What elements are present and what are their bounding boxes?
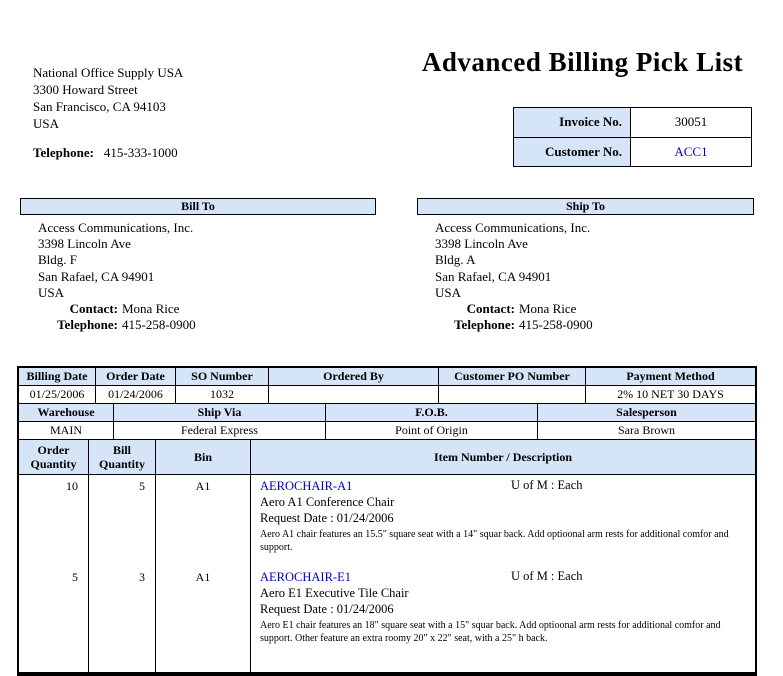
order-info-value-row-2: MAIN Federal Express Point of Origin Sar…: [19, 422, 755, 440]
bill-to-line: San Rafael, CA 94901: [38, 268, 155, 284]
company-name: National Office Supply USA: [33, 65, 184, 80]
ship-to-contact-value: Mona Rice: [519, 301, 577, 317]
ship-to-telephone-row: Telephone: 415-258-0900: [435, 317, 593, 333]
salesperson-value: Sara Brown: [618, 423, 675, 437]
customer-po-value: [439, 386, 586, 403]
item-description-header: Item Number / Description: [251, 440, 755, 475]
order-date-value: 01/24/2006: [96, 386, 176, 403]
payment-method-header: Payment Method: [586, 368, 755, 385]
billing-date-value: 01/25/2006: [19, 386, 96, 403]
order-info-header-row-1: Billing Date Order Date SO Number Ordere…: [19, 368, 755, 386]
bin-value: A1: [156, 566, 251, 672]
salesperson-header: Salesperson: [538, 404, 755, 421]
ship-via-header: Ship Via: [114, 404, 326, 421]
invoice-number-label: Invoice No.: [514, 108, 631, 137]
ship-to-header: Ship To: [417, 198, 754, 215]
bin-value: A1: [156, 475, 251, 566]
order-details-table: Billing Date Order Date SO Number Ordere…: [17, 366, 757, 676]
company-address-line: USA: [33, 116, 60, 131]
customer-number-link[interactable]: ACC1: [674, 144, 708, 159]
uom-value: U of M : Each: [511, 478, 583, 492]
customer-number-row: Customer No. ACC1: [514, 137, 751, 166]
bill-quantity-header: Bill Quantity: [89, 440, 156, 475]
bin-header: Bin: [156, 440, 251, 475]
telephone-label: Telephone:: [454, 317, 515, 333]
telephone-label: Telephone:: [57, 317, 118, 333]
billing-date-header: Billing Date: [19, 368, 96, 385]
company-address-line: 3300 Howard Street: [33, 82, 138, 97]
ship-to-address-block: Access Communications, Inc. 3398 Lincoln…: [435, 220, 593, 333]
order-quantity-header: Order Quantity: [19, 440, 89, 475]
bill-to-telephone-value: 415-258-0900: [122, 317, 196, 333]
warehouse-header: Warehouse: [19, 404, 114, 421]
bill-to-address-block: Access Communications, Inc. 3398 Lincoln…: [38, 220, 196, 333]
so-number-value: 1032: [176, 386, 269, 403]
page-title: Advanced Billing Pick List: [421, 47, 744, 77]
order-info-header-row-2: Warehouse Ship Via F.O.B. Salesperson: [19, 404, 755, 422]
company-telephone-value: 415-333-1000: [103, 145, 178, 160]
uom-value: U of M : Each: [511, 569, 583, 583]
item-description-cell: AEROCHAIR-A1 U of M : Each Aero A1 Confe…: [251, 475, 755, 566]
contact-label: Contact:: [69, 301, 118, 317]
fob-value: Point of Origin: [326, 422, 538, 439]
ship-to-telephone-value: 415-258-0900: [519, 317, 593, 333]
bill-to-header: Bill To: [20, 198, 376, 215]
contact-label: Contact:: [466, 301, 515, 317]
so-number-header: SO Number: [176, 368, 269, 385]
bill-to-line: 3398 Lincoln Ave: [38, 236, 131, 252]
ship-to-line: San Rafael, CA 94901: [435, 268, 552, 284]
item-description-text: Aero E1 Executive Tile Chair: [260, 586, 409, 600]
item-request-date: Request Date : 01/24/2006: [260, 602, 394, 616]
item-request-date: Request Date : 01/24/2006: [260, 511, 394, 525]
order-quantity-value: 5: [19, 566, 89, 672]
ship-to-line: 3398 Lincoln Ave: [435, 236, 528, 252]
bill-to-telephone-row: Telephone: 415-258-0900: [38, 317, 196, 333]
payment-method-value: 2% 10 NET 30 DAYS: [617, 387, 724, 401]
ordered-by-value: [269, 386, 439, 403]
company-address-line: San Francisco, CA 94103: [33, 99, 166, 114]
telephone-label: Telephone:: [33, 145, 94, 160]
customer-number-label: Customer No.: [514, 138, 631, 166]
customer-po-header: Customer PO Number: [439, 368, 586, 385]
item-details-text: Aero E1 chair features an 18" square sea…: [260, 620, 721, 644]
ship-to-line: USA: [435, 284, 462, 300]
bill-quantity-value: 3: [89, 566, 156, 672]
ship-to-name: Access Communications, Inc.: [435, 220, 591, 235]
ship-to-contact-row: Contact: Mona Rice: [435, 301, 593, 317]
ship-to-line: Bldg. A: [435, 252, 476, 268]
invoice-number-row: Invoice No. 30051: [514, 108, 751, 137]
bill-to-contact-row: Contact: Mona Rice: [38, 301, 196, 317]
item-description-cell: AEROCHAIR-E1 U of M : Each Aero E1 Execu…: [251, 566, 755, 672]
warehouse-value: MAIN: [19, 422, 114, 439]
invoice-number-value: 30051: [674, 114, 708, 129]
fob-header: F.O.B.: [326, 404, 538, 421]
company-address-block: National Office Supply USA 3300 Howard S…: [33, 64, 183, 161]
order-date-header: Order Date: [96, 368, 176, 385]
bill-to-name: Access Communications, Inc.: [38, 220, 194, 235]
ordered-by-header: Ordered By: [269, 368, 439, 385]
item-description-text: Aero A1 Conference Chair: [260, 495, 395, 509]
item-details-text: Aero A1 chair features an 15.5" square s…: [260, 529, 729, 553]
item-number-link[interactable]: AEROCHAIR-A1: [260, 479, 353, 493]
order-info-value-row-1: 01/25/2006 01/24/2006 1032 2% 10 NET 30 …: [19, 386, 755, 404]
bill-to-line: USA: [38, 284, 65, 300]
bill-to-contact-value: Mona Rice: [122, 301, 180, 317]
item-number-link[interactable]: AEROCHAIR-E1: [260, 570, 351, 584]
bill-quantity-value: 5: [89, 475, 156, 566]
bill-to-line: Bldg. F: [38, 252, 78, 268]
ship-via-value: Federal Express: [114, 422, 326, 439]
order-quantity-value: 10: [19, 475, 89, 566]
line-items-table: Order Quantity Bill Quantity Bin Item Nu…: [19, 440, 755, 672]
invoice-summary-box: Invoice No. 30051 Customer No. ACC1: [513, 107, 752, 167]
company-telephone-row: Telephone: 415-333-1000: [33, 144, 183, 161]
